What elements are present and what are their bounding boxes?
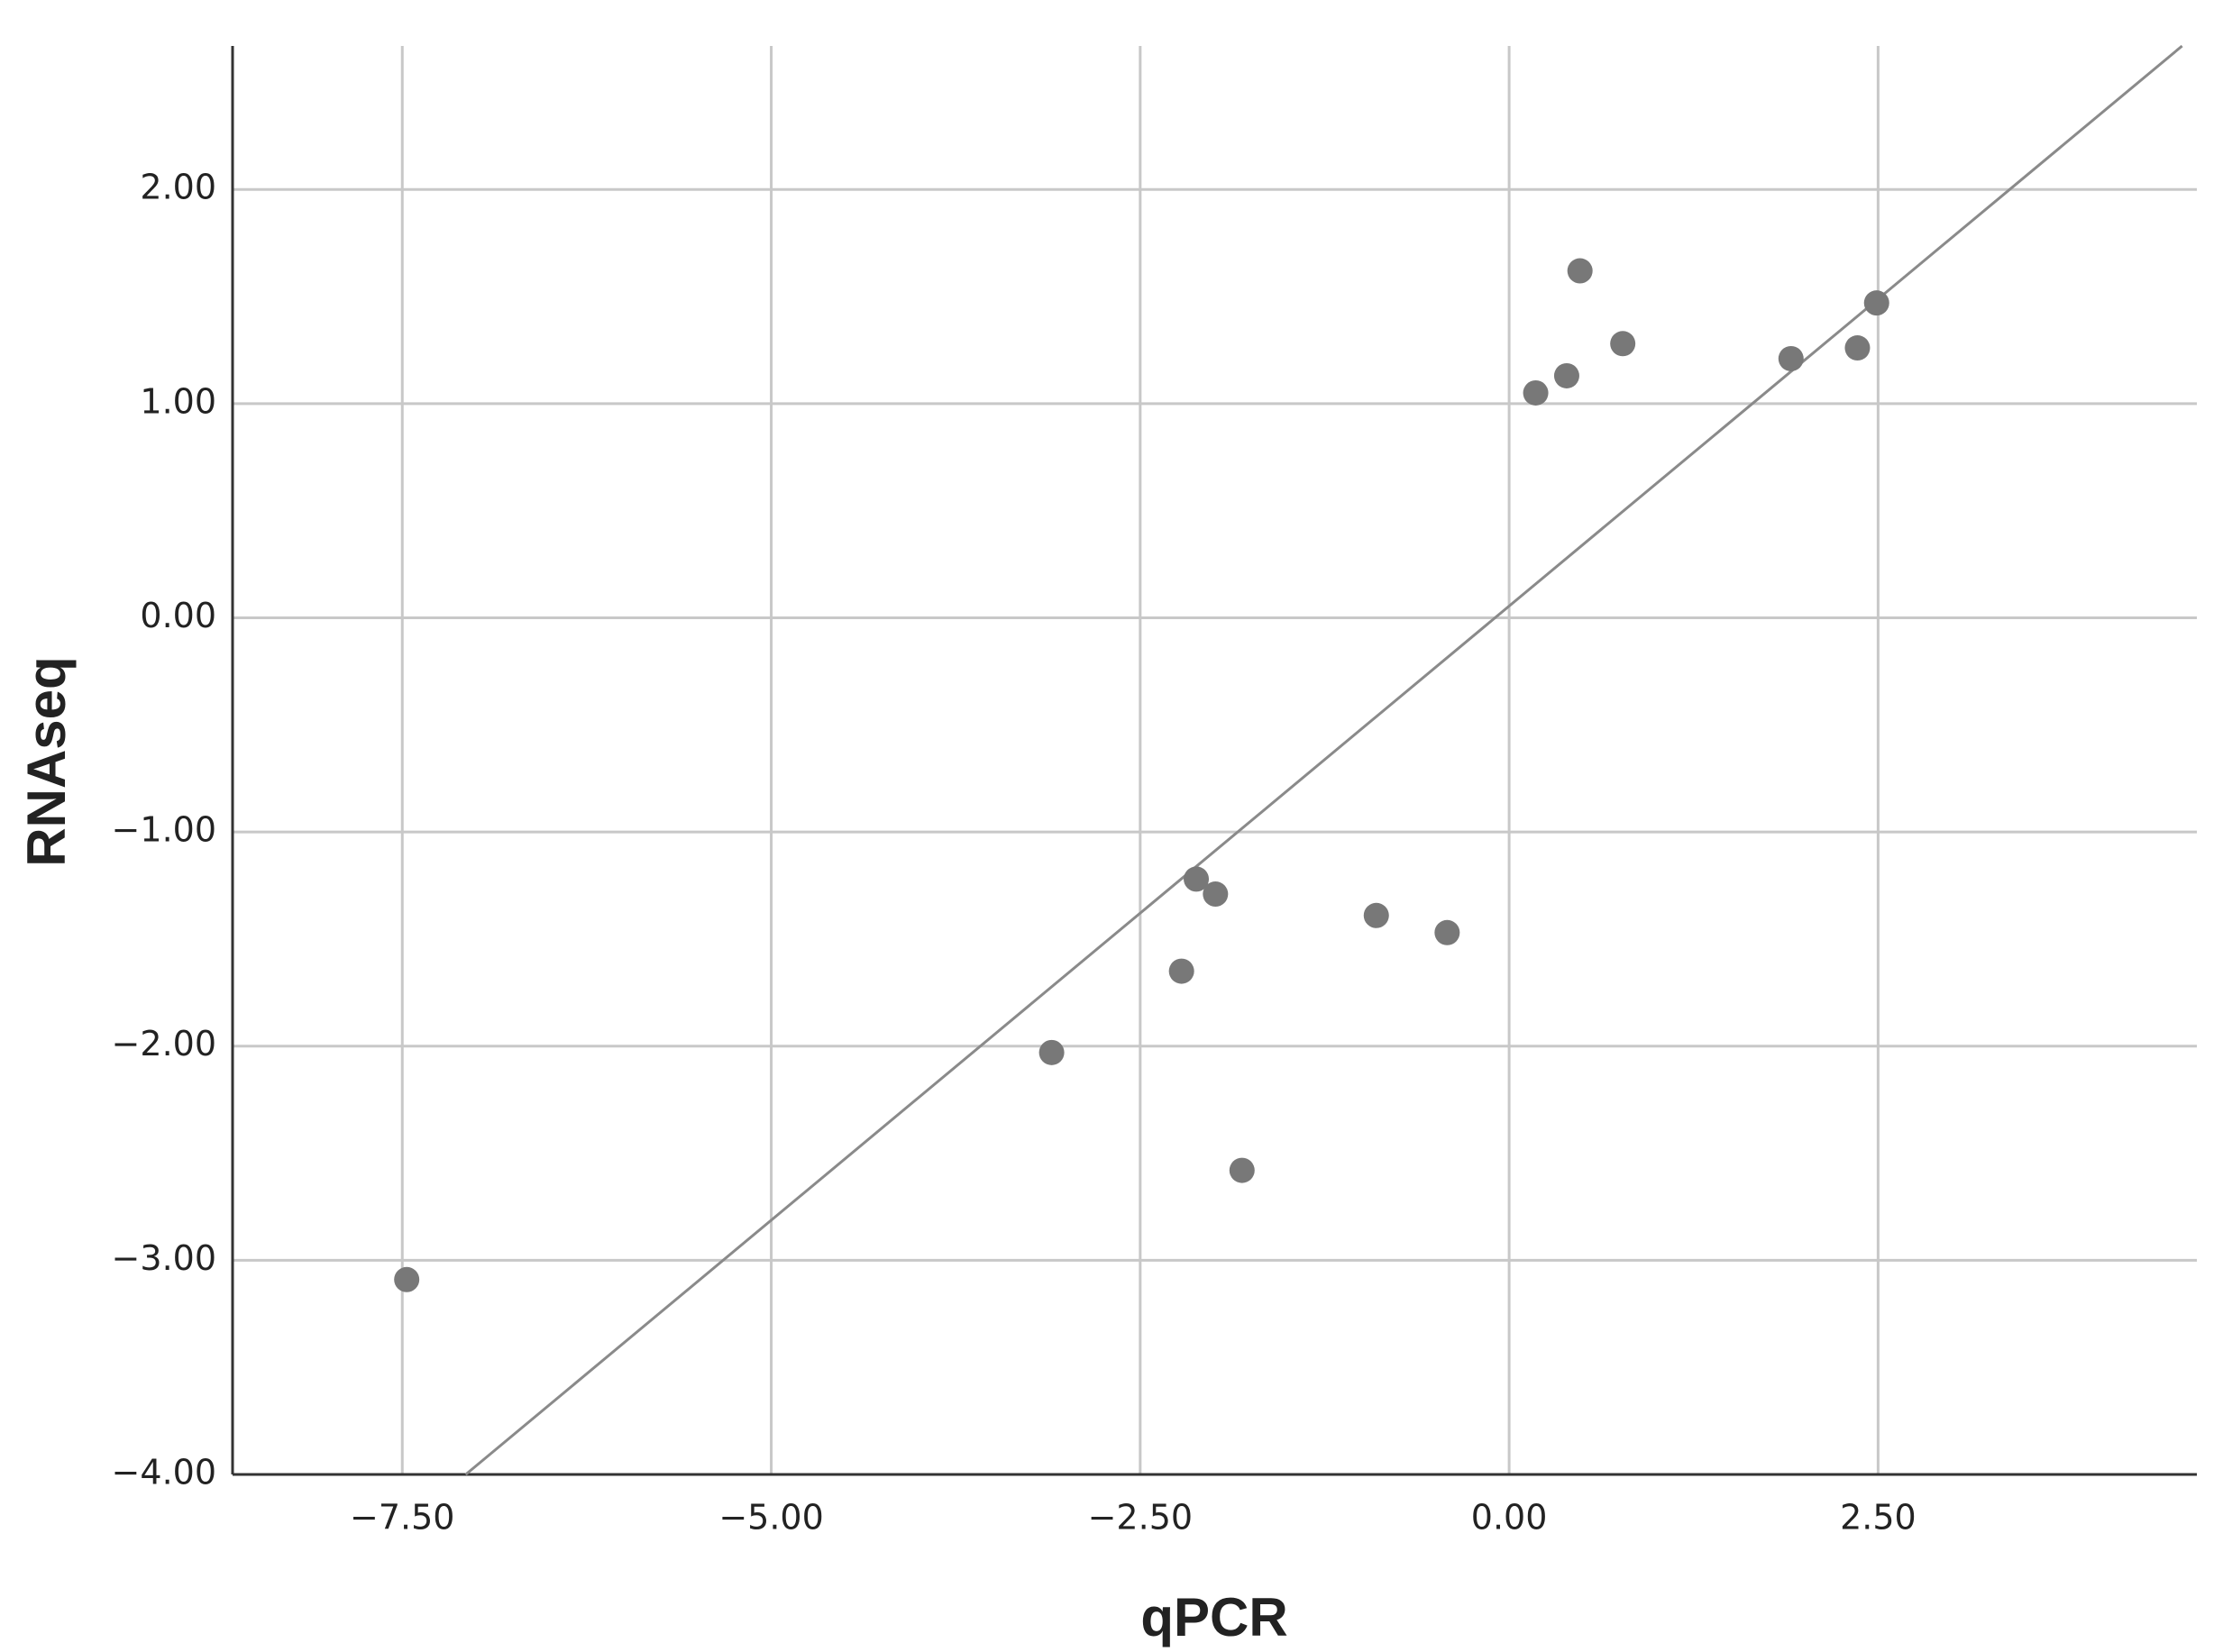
y-tick-label: 1.00 <box>140 381 216 421</box>
point <box>1844 335 1871 361</box>
y-tick-label: −2.00 <box>112 1024 216 1063</box>
point <box>1168 958 1194 984</box>
x-tick-label: −7.50 <box>350 1498 454 1538</box>
point <box>1184 866 1210 892</box>
point <box>1363 902 1389 928</box>
point <box>1434 919 1460 945</box>
y-tick-label: 2.00 <box>140 168 216 207</box>
point <box>1229 1157 1255 1183</box>
y-axis-title: RNAseq <box>16 656 77 866</box>
point <box>1038 1039 1065 1065</box>
point <box>394 1266 420 1292</box>
y-tick-label: −1.00 <box>112 810 216 850</box>
y-tick-label: 0.00 <box>140 596 216 635</box>
y-tick-label: −3.00 <box>112 1238 216 1278</box>
point <box>1553 362 1579 388</box>
point <box>1778 345 1804 371</box>
point <box>1610 331 1636 357</box>
point <box>1567 258 1593 284</box>
fit-line <box>464 44 2183 1476</box>
point <box>1863 290 1889 316</box>
x-tick-label: −5.00 <box>718 1498 823 1538</box>
point <box>1203 881 1229 908</box>
x-tick-label: −2.50 <box>1088 1498 1193 1538</box>
y-tick-label: −4.00 <box>112 1453 216 1492</box>
point <box>1523 379 1549 406</box>
x-tick-label: 0.00 <box>1471 1498 1548 1538</box>
x-axis-title: qPCR <box>1140 1587 1287 1647</box>
x-tick-label: 2.50 <box>1840 1498 1917 1538</box>
